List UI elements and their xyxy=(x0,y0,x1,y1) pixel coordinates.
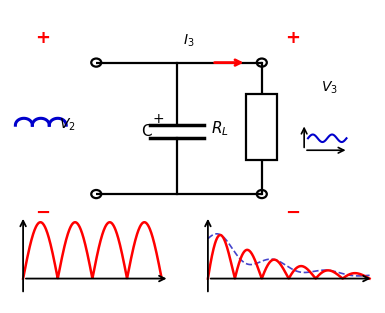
Bar xyxy=(246,94,277,160)
Text: C: C xyxy=(141,124,152,139)
Text: $R_L$: $R_L$ xyxy=(211,119,228,138)
Text: $V_2$: $V_2$ xyxy=(59,117,76,133)
Text: +: + xyxy=(152,112,164,126)
Text: +: + xyxy=(35,28,50,47)
Text: −: − xyxy=(35,204,50,222)
Text: +: + xyxy=(285,28,300,47)
Text: $I_3$: $I_3$ xyxy=(183,33,194,49)
Text: $V_3$: $V_3$ xyxy=(321,80,338,96)
Text: −: − xyxy=(285,204,300,222)
